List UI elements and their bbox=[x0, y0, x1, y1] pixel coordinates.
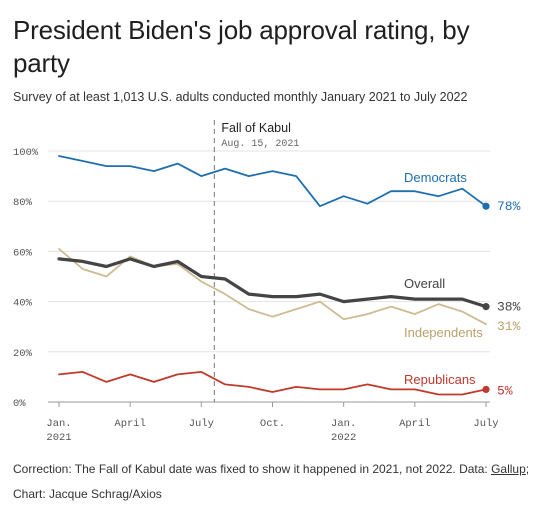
kabul-date-label: Aug. 15, 2021 bbox=[221, 139, 299, 150]
series-label-independents: Independents bbox=[404, 325, 483, 340]
x-tick-label: July bbox=[473, 418, 498, 430]
y-tick-label: 80% bbox=[13, 197, 33, 209]
series-end-marker-democrats bbox=[482, 202, 490, 210]
series-label-republicans: Republicans bbox=[404, 372, 476, 387]
footer-credit: Chart: Jacque Schrag/Axios bbox=[13, 487, 162, 501]
x-tick-label: Jan. bbox=[331, 418, 356, 430]
y-tick-label: 60% bbox=[13, 247, 33, 259]
y-tick-label: 40% bbox=[13, 298, 33, 310]
chart-title: President Biden's job approval rating, b… bbox=[13, 15, 470, 78]
series-line-democrats bbox=[58, 155, 487, 208]
y-axis: 100% 80% 60% 40% 20% 0% bbox=[13, 147, 39, 410]
series-end-value-republicans: 5% bbox=[497, 383, 513, 398]
series-line-republicans bbox=[58, 370, 487, 396]
x-tick-label: Oct. bbox=[260, 418, 285, 430]
correction-text: Correction: The Fall of Kabul date was f… bbox=[13, 462, 492, 476]
chart-subtitle: Survey of at least 1,013 U.S. adults con… bbox=[13, 90, 468, 104]
series-line-overall bbox=[57, 257, 488, 309]
y-tick-label: 20% bbox=[13, 348, 33, 360]
grid-lines bbox=[48, 150, 490, 403]
x-tick-year-label: 2022 bbox=[331, 432, 356, 444]
kabul-annotation: Fall of Kabul Aug. 15, 2021 bbox=[213, 120, 299, 402]
series-end-value-overall: 38% bbox=[497, 300, 521, 315]
footer-correction: Correction: The Fall of Kabul date was f… bbox=[13, 462, 529, 476]
x-tick-year-label: 2021 bbox=[46, 432, 71, 444]
x-axis: Jan. 2021 April July Oct. Jan. 2022 April July bbox=[46, 402, 499, 444]
series-end-value-independents: 31% bbox=[497, 319, 521, 334]
source-suffix: ; bbox=[525, 462, 530, 476]
kabul-label: Fall of Kabul bbox=[221, 121, 290, 135]
x-tick-label: Jan. bbox=[46, 418, 71, 430]
series-end-marker-overall bbox=[482, 303, 490, 311]
series-lines bbox=[57, 155, 490, 396]
x-tick-label: April bbox=[114, 418, 146, 430]
y-tick-label: 0% bbox=[13, 398, 26, 410]
x-tick-label: April bbox=[399, 418, 431, 430]
series-line-independents bbox=[58, 247, 487, 326]
series-label-overall: Overall bbox=[404, 276, 445, 291]
series-labels: Democrats 78% Independents 31% Overall 38% Rep… bbox=[404, 170, 521, 398]
gallup-link[interactable]: Gallup bbox=[491, 462, 526, 476]
x-tick-label: July bbox=[189, 418, 214, 430]
y-tick-label: 100% bbox=[13, 147, 39, 159]
series-end-marker-republicans bbox=[482, 385, 490, 394]
series-end-value-democrats: 78% bbox=[497, 199, 521, 214]
series-label-democrats: Democrats bbox=[404, 170, 467, 185]
